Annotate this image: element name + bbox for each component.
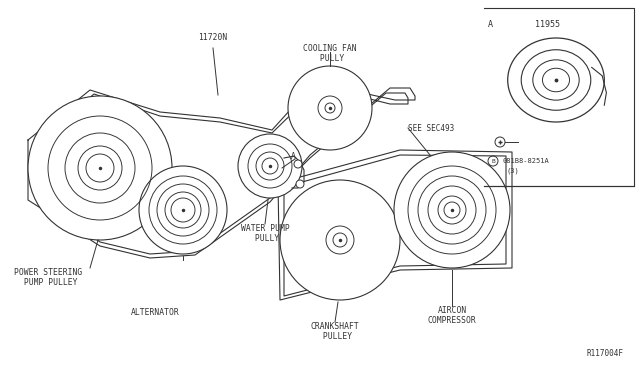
Text: (3): (3) (507, 168, 520, 174)
Ellipse shape (508, 38, 604, 122)
Text: R117004F: R117004F (587, 349, 624, 358)
Text: B: B (491, 158, 495, 164)
Text: 11720N: 11720N (198, 33, 228, 42)
Text: POWER STEERING
 PUMP PULLEY: POWER STEERING PUMP PULLEY (14, 268, 83, 288)
Text: AIRCON
COMPRESSOR: AIRCON COMPRESSOR (428, 306, 476, 326)
Text: ALTERNATOR: ALTERNATOR (131, 308, 179, 317)
Text: CRANKSHAFT
 PULLEY: CRANKSHAFT PULLEY (310, 322, 360, 341)
Text: 081B8-8251A: 081B8-8251A (503, 158, 550, 164)
Circle shape (238, 134, 302, 198)
Circle shape (394, 152, 510, 268)
Circle shape (296, 180, 304, 188)
Circle shape (28, 96, 172, 240)
Polygon shape (278, 150, 512, 300)
Text: A: A (488, 20, 493, 29)
Polygon shape (28, 86, 415, 258)
Text: SEE SEC493: SEE SEC493 (408, 124, 454, 132)
Text: COOLING FAN
 PULLY: COOLING FAN PULLY (303, 44, 357, 63)
Text: WATER PUMP
 PULLY: WATER PUMP PULLY (241, 224, 289, 243)
Circle shape (495, 137, 505, 147)
Text: A: A (291, 151, 296, 160)
Circle shape (139, 166, 227, 254)
Circle shape (294, 160, 302, 168)
Circle shape (288, 66, 372, 150)
Text: 11955: 11955 (536, 20, 561, 29)
Circle shape (280, 180, 400, 300)
